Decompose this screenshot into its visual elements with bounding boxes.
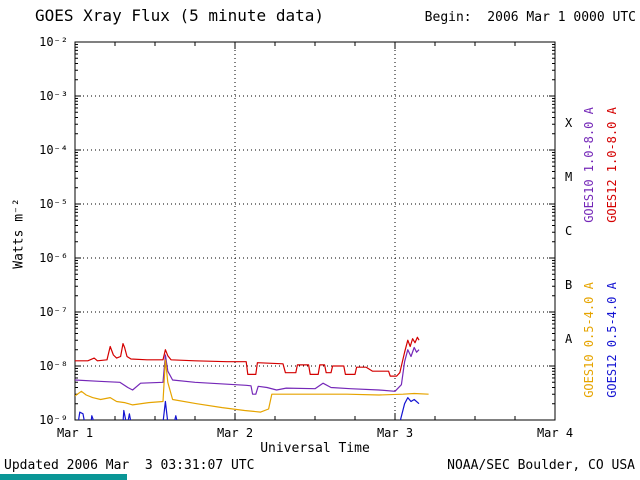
plot-frame: [74, 41, 556, 421]
begin-label: Begin: 2006 Mar 1 0000 UTC: [424, 10, 636, 25]
series-line-goes10-short: [75, 359, 429, 413]
series-line-goes12-long: [75, 336, 420, 377]
y-tick-label: 10⁻³: [39, 89, 68, 103]
y-tick-label: 10⁻⁹: [39, 413, 68, 427]
credit-label: NOAA/SEC Boulder, CO USA: [447, 458, 635, 473]
x-tick-label: Mar 1: [57, 426, 93, 440]
series-line-goes10-long: [75, 346, 420, 395]
series-lines: [75, 336, 429, 420]
flare-class-label: C: [565, 224, 572, 238]
flare-class-label: X: [565, 116, 573, 130]
y-tick-label: 10⁻⁸: [39, 359, 68, 373]
x-axis-label: Universal Time: [260, 441, 370, 456]
legend-goes10-long: GOES10 1.0-8.0 A: [582, 107, 596, 223]
y-tick-label: 10⁻⁷: [39, 305, 68, 319]
flare-class-label: M: [565, 170, 572, 184]
legend-goes12-long: GOES12 1.0-8.0 A: [605, 107, 619, 223]
footer-bar-fragment: [0, 474, 127, 480]
y-axis-label: Watts m⁻²: [11, 198, 27, 269]
flare-class-label: B: [565, 278, 572, 292]
legend-goes12-short: GOES12 0.5-4.0 A: [605, 282, 619, 398]
legend-goes10-short: GOES10 0.5-4.0 A: [582, 282, 596, 398]
flare-class-label: A: [565, 332, 573, 346]
chart-title: GOES Xray Flux (5 minute data): [35, 6, 324, 25]
x-tick-label: Mar 3: [377, 426, 413, 440]
gridlines: [75, 42, 555, 420]
axis-ticks: [74, 41, 556, 421]
y-tick-label: 10⁻⁵: [39, 197, 68, 211]
series-line-goes12-short: [77, 397, 420, 420]
y-tick-label: 10⁻²: [39, 35, 68, 49]
y-tick-label: 10⁻⁴: [39, 143, 68, 157]
y-tick-label: 10⁻⁶: [39, 251, 68, 265]
x-tick-label: Mar 2: [217, 426, 253, 440]
x-tick-label: Mar 4: [537, 426, 573, 440]
updated-timestamp: Updated 2006 Mar 3 03:31:07 UTC: [4, 458, 255, 473]
